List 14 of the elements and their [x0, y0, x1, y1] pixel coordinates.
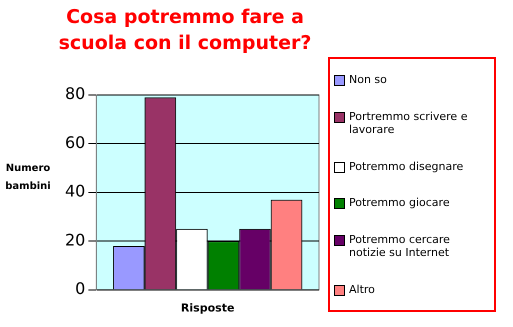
legend-label: Potremmo cercare notizie su Internet [349, 233, 451, 260]
legend-label: Potremmo giocare [349, 196, 450, 210]
y-tick-label: 0 [75, 278, 86, 298]
legend-label: Non so [349, 72, 387, 86]
legend-label: Potremmo disegnare [349, 160, 464, 173]
y-tick-label: 20 [65, 230, 86, 250]
y-tick-label: 80 [65, 84, 86, 104]
x-axis-title: Risposte [180, 301, 234, 314]
legend-label: Altro [349, 283, 375, 296]
y-axis-title: Numero bambini [4, 162, 52, 194]
chart-title: Cosa potremmo fare a scuola con il computer? [58, 5, 312, 56]
y-tick-label: 40 [65, 182, 86, 201]
legend-label: Portremmo scrivere e lavorare [349, 110, 468, 136]
y-tick-label: 60 [65, 132, 86, 152]
